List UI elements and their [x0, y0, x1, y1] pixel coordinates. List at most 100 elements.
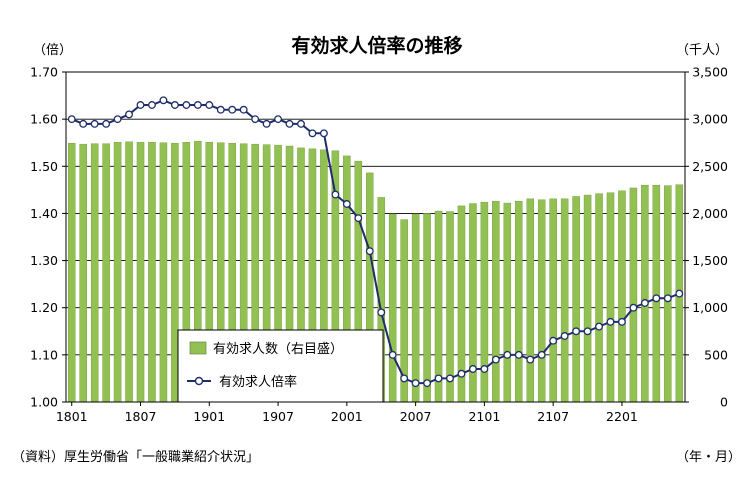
- right-tick-label: 1,000: [692, 300, 728, 315]
- line-point: [342, 200, 351, 208]
- line-point: [319, 129, 328, 138]
- x-tick-label: 1907: [262, 409, 294, 424]
- line-point: [537, 350, 546, 359]
- bar: [79, 143, 87, 403]
- legend-box: [177, 329, 384, 403]
- right-tick-label: 500: [704, 347, 728, 362]
- line-point: [560, 332, 569, 340]
- bar: [102, 143, 110, 403]
- line-point: [457, 369, 466, 378]
- legend: 有効求人数（右目盛） 有効求人倍率: [177, 329, 384, 403]
- bar: [549, 198, 557, 403]
- line-point: [618, 317, 626, 326]
- line-point: [79, 119, 88, 128]
- right-tick-label: 3,500: [692, 65, 728, 80]
- bar: [67, 142, 76, 403]
- line-point: [113, 115, 122, 124]
- right-tick-label: 2,500: [692, 159, 728, 174]
- line-point: [652, 294, 661, 303]
- bar: [629, 187, 638, 403]
- bar: [560, 198, 569, 403]
- line-point: [423, 379, 432, 388]
- line-point: [377, 308, 386, 317]
- line-point: [216, 105, 225, 114]
- x-tick-label: 2007: [400, 409, 432, 424]
- line-point: [503, 350, 512, 359]
- line-point: [297, 119, 305, 128]
- bar: [159, 142, 168, 403]
- bar: [411, 213, 420, 403]
- line-point: [572, 327, 581, 336]
- bar: [572, 196, 580, 403]
- right-tick-label: 0: [720, 395, 728, 410]
- line-point: [274, 115, 283, 124]
- bar: [434, 210, 443, 403]
- line-point: [125, 110, 133, 119]
- line-point: [446, 374, 454, 383]
- bar: [606, 192, 615, 403]
- bar: [388, 213, 397, 403]
- x-axis-unit: （年・月）: [676, 450, 741, 465]
- left-tick-label: 1.10: [30, 347, 58, 362]
- bar: [515, 200, 523, 403]
- left-tick-label: 1.40: [30, 206, 58, 221]
- line-point: [365, 247, 374, 256]
- bar: [148, 142, 156, 403]
- line-point: [640, 299, 649, 307]
- bar: [595, 193, 603, 403]
- line-point: [148, 101, 156, 109]
- bar: [113, 142, 122, 403]
- line-point: [136, 101, 145, 109]
- left-axis-ticks: 1.00 1.10 1.20 1.30 1.40 1.50 1.60 1.70: [30, 65, 66, 410]
- line-point: [549, 336, 558, 345]
- bar: [90, 143, 99, 403]
- line-point: [90, 119, 99, 128]
- bar: [537, 199, 546, 403]
- line-point: [308, 129, 317, 138]
- left-axis-unit: （倍）: [33, 43, 72, 58]
- bar: [423, 213, 431, 403]
- left-tick-label: 1.20: [30, 300, 58, 315]
- line-point: [629, 303, 638, 312]
- left-tick-label: 1.70: [30, 65, 58, 80]
- bar: [664, 185, 672, 403]
- line-point: [411, 379, 420, 388]
- line-point: [480, 365, 489, 373]
- bar: [652, 184, 661, 403]
- bar: [526, 198, 535, 403]
- line-point: [102, 119, 111, 128]
- bar: [171, 142, 179, 403]
- left-tick-label: 1.30: [30, 253, 58, 268]
- line-point: [159, 96, 168, 105]
- line-point: [675, 289, 684, 298]
- x-axis-ticks: 1801 1807 1901 1907 2001 2007 2101 2107 2201: [56, 402, 638, 424]
- right-axis-unit: （千人）: [676, 43, 728, 58]
- x-tick-label: 2001: [331, 409, 363, 424]
- right-tick-label: 3,000: [692, 112, 728, 127]
- line-point: [468, 365, 477, 373]
- left-tick-label: 1.60: [30, 112, 58, 127]
- x-tick-label: 2201: [606, 409, 638, 424]
- line-point: [285, 119, 294, 128]
- line-point: [331, 190, 340, 199]
- line-point: [239, 105, 248, 114]
- line-point: [67, 115, 76, 124]
- bar: [125, 141, 133, 403]
- line-point: [514, 350, 523, 359]
- line-point: [663, 294, 672, 303]
- line-point: [251, 115, 260, 124]
- x-tick-label: 2101: [468, 409, 500, 424]
- line-point: [434, 374, 443, 383]
- line-point: [491, 355, 500, 364]
- x-tick-label: 1807: [125, 409, 157, 424]
- bar: [492, 200, 500, 403]
- bar: [503, 202, 512, 403]
- line-point: [205, 101, 214, 109]
- left-tick-label: 1.00: [30, 395, 58, 410]
- x-tick-label: 1801: [56, 409, 88, 424]
- bar: [446, 211, 454, 403]
- legend-bar-label: 有効求人数（右目盛）: [213, 342, 343, 357]
- line-point: [526, 355, 535, 364]
- line-point: [182, 101, 191, 109]
